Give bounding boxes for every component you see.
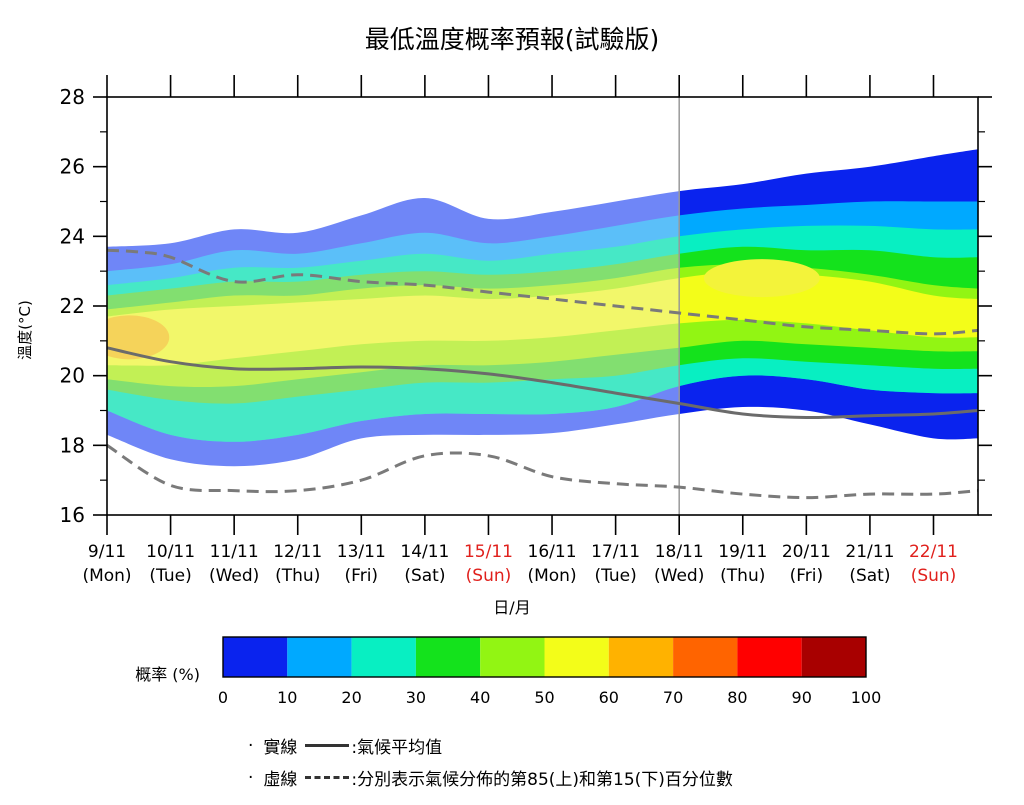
y-tick-label: 18 bbox=[60, 433, 85, 457]
percentile-15-line bbox=[106, 444, 979, 500]
dashed-line-swatch bbox=[305, 776, 350, 779]
colorbar-segment bbox=[480, 637, 545, 677]
x-tick-day-label: (Sun) bbox=[911, 566, 957, 586]
x-tick-day-label: (Mon) bbox=[527, 566, 576, 586]
x-tick-day-label: (Fri) bbox=[345, 566, 379, 586]
chart-title: 最低溫度概率預報(試驗版) bbox=[365, 25, 660, 54]
x-tick-date-label: 20/11 bbox=[782, 542, 831, 562]
colorbar-tick-label: 40 bbox=[470, 688, 490, 707]
colorbar-label: 概率 (%) bbox=[135, 665, 200, 684]
y-tick-label: 26 bbox=[60, 155, 85, 179]
legend-bullet: · bbox=[248, 735, 254, 756]
colorbar-segment bbox=[415, 637, 481, 677]
colorbar-segment bbox=[608, 637, 674, 677]
colorbar-tick-label: 30 bbox=[406, 688, 426, 707]
colorbar-tick-label: 60 bbox=[599, 688, 619, 707]
legend-bullet: · bbox=[248, 767, 254, 788]
x-tick-day-label: (Thu) bbox=[720, 566, 765, 586]
x-tick-date-label: 9/11 bbox=[88, 542, 126, 562]
x-tick-date-label: 11/11 bbox=[210, 542, 259, 562]
x-tick-date-label: 16/11 bbox=[528, 542, 577, 562]
colorbar-tick-label: 50 bbox=[534, 688, 554, 707]
x-tick-day-label: (Sat) bbox=[404, 566, 445, 586]
x-tick-date-label: 13/11 bbox=[337, 542, 386, 562]
colorbar-tick-label: 70 bbox=[663, 688, 683, 707]
x-tick-date-label: 17/11 bbox=[591, 542, 640, 562]
y-tick-label: 28 bbox=[60, 85, 85, 109]
climate-lines-layer bbox=[106, 97, 979, 515]
x-tick-day-label: (Thu) bbox=[275, 566, 320, 586]
legend-solid-label: 實線 bbox=[263, 738, 298, 758]
climate-mean-line bbox=[106, 346, 979, 420]
legend-solid: · 實線 :氣候平均值 bbox=[248, 733, 443, 759]
x-tick-day-label: (Wed) bbox=[654, 566, 704, 586]
x-tick-date-label: 18/11 bbox=[655, 542, 704, 562]
colorbar-tick-label: 80 bbox=[727, 688, 747, 707]
x-tick-day-label: (Mon) bbox=[82, 566, 131, 586]
axes-layer: 16 18 20 22 24 26 28 9/11 (Mon) 10/11 (Tue) 11/11 (W… bbox=[60, 75, 992, 586]
colorbar-tick-label: 0 bbox=[218, 688, 228, 707]
legend-dashed-label: 虛線 bbox=[263, 770, 298, 790]
colorbar: 0 10 20 30 40 50 60 70 80 90 100 bbox=[218, 636, 882, 707]
x-tick-date-label: 21/11 bbox=[845, 542, 894, 562]
colorbar-frame bbox=[222, 636, 867, 678]
band-50-peak bbox=[703, 259, 820, 298]
colorbar-segment bbox=[801, 637, 866, 677]
x-tick-date-label: 19/11 bbox=[718, 542, 767, 562]
x-tick-day-label: (Sat) bbox=[849, 566, 890, 586]
x-tick-day-label: (Tue) bbox=[594, 566, 636, 586]
y-tick-label: 24 bbox=[60, 224, 85, 248]
x-tick-day-label: (Sun) bbox=[466, 566, 512, 586]
x-tick-date-label: 14/11 bbox=[400, 542, 449, 562]
band-50-past bbox=[107, 278, 680, 366]
probability-fill-layer bbox=[107, 149, 978, 467]
legend-dashed-desc: :分別表示氣候分佈的第85(上)和第15(下)百分位數 bbox=[351, 770, 733, 790]
band-60-blob bbox=[107, 315, 170, 360]
solid-line-swatch bbox=[305, 744, 350, 747]
x-tick-day-label: (Wed) bbox=[209, 566, 259, 586]
temperature-probability-chart: 最低溫度概率預報(試驗版) 16 18 20 22 24 26 28 9/11 (Mon) 10/… bbox=[16, 25, 992, 707]
x-tick-date-label: 12/11 bbox=[273, 542, 322, 562]
y-tick-label: 16 bbox=[60, 503, 85, 527]
x-tick-date-label: 10/11 bbox=[146, 542, 195, 562]
x-axis-label: 日/月 bbox=[493, 598, 530, 617]
x-tick-date-label: 22/11 bbox=[909, 542, 958, 562]
colorbar-segment bbox=[223, 637, 288, 677]
y-tick-label: 22 bbox=[60, 294, 85, 318]
percentile-85-line bbox=[106, 248, 979, 336]
colorbar-tick-label: 10 bbox=[277, 688, 297, 707]
colorbar-segment bbox=[351, 637, 416, 677]
legend-solid-desc: :氣候平均值 bbox=[351, 738, 443, 758]
y-tick-label: 20 bbox=[60, 364, 85, 388]
colorbar-segment bbox=[544, 637, 609, 677]
colorbar-segment bbox=[673, 637, 738, 677]
colorbar-segment bbox=[737, 637, 802, 677]
colorbar-tick-label: 20 bbox=[341, 688, 361, 707]
y-axis-label: 溫度(°C) bbox=[16, 300, 34, 360]
x-tick-day-label: (Fri) bbox=[790, 566, 824, 586]
colorbar-segment bbox=[287, 637, 352, 677]
x-tick-day-label: (Tue) bbox=[149, 566, 191, 586]
legend-dashed: · 虛線 :分別表示氣候分佈的第85(上)和第15(下)百分位數 bbox=[248, 765, 733, 791]
colorbar-tick-label: 100 bbox=[851, 688, 882, 707]
colorbar-tick-label: 90 bbox=[792, 688, 812, 707]
x-tick-date-label: 15/11 bbox=[464, 542, 513, 562]
